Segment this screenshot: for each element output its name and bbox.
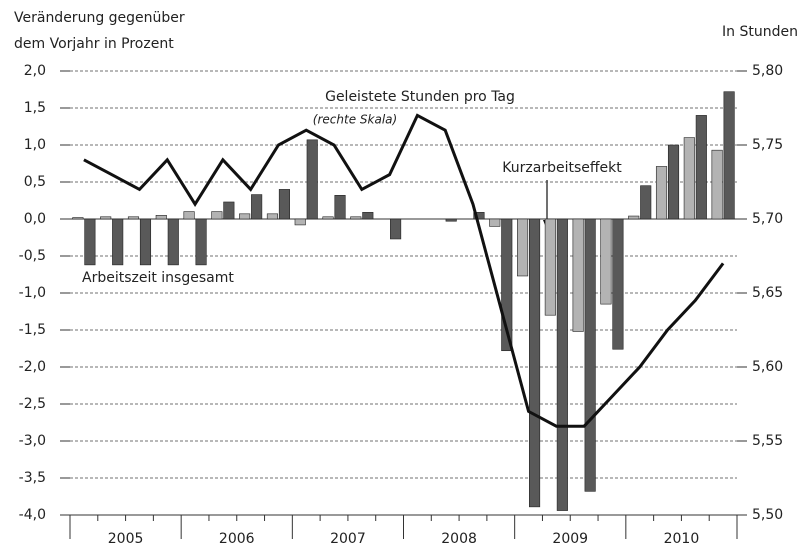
- y-tick-label: -2,5: [19, 396, 46, 412]
- bar: [544, 218, 556, 316]
- y2-tick-label: 5,75: [752, 137, 783, 153]
- y-tick-label: -3,0: [19, 433, 46, 449]
- annotation: Kurzarbeitseffekt: [502, 160, 622, 176]
- annotation: Arbeitszeit insgesamt: [82, 270, 234, 286]
- y-tick-label: -0,5: [19, 248, 46, 264]
- bar: [278, 189, 290, 220]
- y-tick-label: 1,0: [24, 137, 46, 153]
- x-tick-label: 2009: [552, 531, 588, 547]
- bar: [350, 216, 362, 220]
- x-tick-label: 2007: [330, 531, 366, 547]
- bar: [294, 218, 306, 226]
- bar: [112, 218, 124, 266]
- y-tick-label: 2,0: [24, 63, 46, 79]
- bar: [667, 144, 680, 220]
- y2-tick-label: 5,70: [752, 211, 783, 227]
- y-tick-label: -3,5: [19, 470, 46, 486]
- bar: [445, 218, 457, 222]
- bar: [183, 211, 195, 220]
- line: [83, 113, 725, 428]
- bar: [322, 216, 334, 220]
- bar: [251, 194, 263, 220]
- bar: [655, 166, 668, 220]
- annotation: (rechte Skala): [313, 113, 397, 127]
- y2-tick-label: 5,80: [752, 63, 783, 79]
- bar: [155, 215, 167, 220]
- bar: [127, 216, 140, 220]
- bar: [223, 201, 235, 220]
- y-tick-label: -1,0: [19, 285, 46, 301]
- x-tick-label: 2010: [664, 531, 700, 547]
- bar: [529, 218, 541, 508]
- y-tick-label: -1,5: [19, 322, 46, 338]
- bar: [139, 218, 152, 266]
- bar: [572, 218, 584, 332]
- bar: [72, 217, 84, 220]
- bar: [628, 215, 640, 220]
- bar: [390, 218, 402, 240]
- bar: [362, 212, 374, 220]
- bar: [84, 218, 96, 266]
- bar: [473, 212, 485, 220]
- bar: [683, 137, 695, 220]
- bar: [306, 139, 318, 220]
- bar: [584, 218, 596, 492]
- bar: [100, 216, 112, 220]
- bar: [723, 91, 735, 220]
- y-tick-label: 0,0: [24, 211, 46, 227]
- bar: [640, 185, 652, 220]
- y2-tick-label: 5,60: [752, 359, 783, 375]
- bar: [501, 218, 513, 352]
- bar: [600, 218, 612, 305]
- bar: [695, 115, 707, 220]
- bar: [195, 218, 207, 266]
- bar: [266, 213, 278, 220]
- bar: [211, 211, 223, 220]
- bar: [239, 213, 251, 220]
- bar: [711, 149, 723, 220]
- x-tick-label: 2005: [108, 531, 144, 547]
- bar: [517, 218, 529, 277]
- x-tick-label: 2006: [219, 531, 255, 547]
- bar: [556, 218, 568, 511]
- y-tick-label: -2,0: [19, 359, 46, 375]
- y-tick-label: 1,5: [24, 100, 46, 116]
- bar: [489, 218, 501, 227]
- bar: [334, 195, 346, 220]
- y2-tick-label: 5,65: [752, 285, 783, 301]
- y2-axis-title: In Stunden: [722, 24, 798, 40]
- y-tick-label: -4,0: [19, 507, 46, 523]
- y-axis-title: dem Vorjahr in Prozent: [14, 36, 174, 52]
- annotation: Geleistete Stunden pro Tag: [325, 89, 515, 105]
- y-tick-label: 0,5: [24, 174, 46, 190]
- y2-tick-label: 5,50: [752, 507, 783, 523]
- y-axis-title: Veränderung gegenüber: [14, 10, 185, 26]
- x-tick-label: 2008: [441, 531, 477, 547]
- y2-tick-label: 5,55: [752, 433, 783, 449]
- bar: [612, 218, 624, 350]
- bar: [167, 218, 179, 266]
